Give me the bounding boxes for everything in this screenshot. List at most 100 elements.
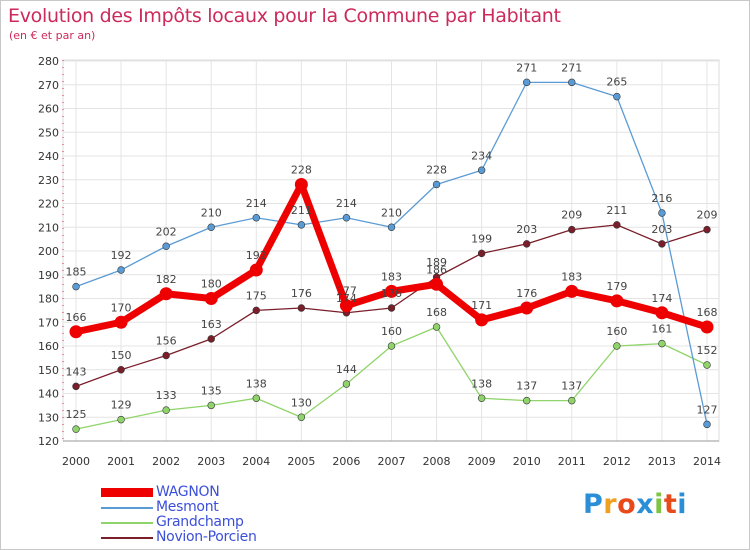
- data-point-wagnon: [430, 277, 444, 291]
- data-label-grandchamp: 137: [561, 380, 582, 393]
- x-tick-label: 2004: [242, 455, 270, 468]
- data-point-grandchamp: [207, 401, 215, 410]
- data-point-grandchamp: [658, 339, 666, 348]
- data-point-mesmont: [568, 78, 576, 87]
- data-label-novion-porcien: 150: [111, 349, 132, 362]
- data-point-grandchamp: [568, 396, 576, 405]
- data-point-novion-porcien: [613, 221, 621, 229]
- data-label-grandchamp: 125: [66, 408, 87, 421]
- data-label-grandchamp: 133: [156, 389, 177, 402]
- y-tick-label: 250: [38, 126, 59, 139]
- data-point-wagnon: [700, 320, 714, 334]
- data-label-grandchamp: 161: [651, 323, 672, 336]
- data-label-novion-porcien: 203: [516, 223, 537, 236]
- data-label-mesmont: 271: [516, 61, 537, 74]
- logo-letter: P: [583, 489, 604, 520]
- data-label-wagnon: 183: [561, 270, 582, 283]
- legend-label-mesmont: Mesmont: [156, 499, 219, 515]
- data-point-grandchamp: [432, 323, 441, 331]
- legend-label-novion-porcien: Novion-Porcien: [156, 529, 257, 545]
- data-point-grandchamp: [297, 413, 306, 421]
- y-tick-label: 140: [38, 388, 59, 401]
- data-label-wagnon: 180: [201, 278, 222, 291]
- data-point-grandchamp: [252, 394, 260, 402]
- data-label-grandchamp: 152: [697, 344, 718, 357]
- data-point-mesmont: [252, 214, 260, 222]
- data-point-grandchamp: [477, 394, 486, 402]
- data-point-mesmont: [207, 223, 215, 231]
- legend-swatch-mesmont: [101, 507, 153, 509]
- data-label-grandchamp: 138: [471, 377, 492, 390]
- data-label-wagnon: 174: [651, 292, 672, 305]
- data-label-grandchamp: 144: [336, 363, 357, 376]
- data-point-mesmont: [523, 78, 531, 87]
- legend-label-grandchamp: Grandchamp: [156, 514, 244, 530]
- x-tick-label: 2014: [693, 455, 721, 468]
- data-label-mesmont: 216: [651, 192, 672, 205]
- data-label-novion-porcien: 174: [336, 292, 357, 305]
- data-point-wagnon: [204, 292, 218, 305]
- legend-swatch-grandchamp: [101, 522, 153, 524]
- data-point-mesmont: [613, 92, 621, 101]
- data-label-mesmont: 192: [111, 249, 132, 262]
- data-label-grandchamp: 135: [201, 384, 222, 397]
- data-label-mesmont: 211: [291, 204, 312, 217]
- x-tick-label: 2003: [197, 455, 225, 468]
- y-tick-label: 200: [38, 245, 59, 258]
- data-point-grandchamp: [117, 415, 125, 424]
- x-tick-label: 2012: [603, 455, 631, 468]
- data-point-wagnon: [520, 301, 534, 315]
- data-point-novion-porcien: [207, 335, 215, 343]
- data-label-mesmont: 185: [66, 266, 87, 279]
- data-point-mesmont: [72, 282, 80, 291]
- data-point-wagnon: [610, 294, 624, 308]
- data-point-mesmont: [387, 223, 396, 231]
- y-tick-label: 120: [38, 435, 59, 448]
- x-tick-label: 2009: [468, 455, 496, 468]
- y-tick-label: 130: [38, 411, 59, 424]
- y-tick-label: 170: [38, 316, 59, 329]
- data-label-mesmont: 228: [426, 164, 447, 177]
- data-label-grandchamp: 160: [381, 325, 402, 338]
- data-point-wagnon: [114, 315, 128, 329]
- data-label-wagnon: 176: [516, 287, 537, 300]
- data-label-novion-porcien: 143: [66, 365, 87, 378]
- data-point-novion-porcien: [477, 249, 486, 258]
- data-label-mesmont: 214: [246, 197, 267, 210]
- data-point-wagnon: [69, 325, 83, 339]
- x-tick-label: 2007: [378, 455, 406, 468]
- data-point-novion-porcien: [297, 304, 306, 312]
- data-point-novion-porcien: [72, 382, 80, 391]
- data-point-wagnon: [249, 263, 263, 277]
- proxiti-logo: Proxiti: [583, 489, 687, 520]
- data-point-wagnon: [475, 313, 489, 327]
- data-label-novion-porcien: 209: [561, 209, 582, 222]
- logo-letter: i: [677, 489, 688, 520]
- data-point-grandchamp: [613, 342, 621, 350]
- data-label-grandchamp: 137: [516, 380, 537, 393]
- data-point-mesmont: [432, 180, 441, 189]
- data-label-novion-porcien: 163: [201, 318, 222, 331]
- data-point-grandchamp: [523, 396, 531, 405]
- data-point-grandchamp: [162, 406, 170, 414]
- logo-letter: i: [654, 489, 664, 520]
- data-point-novion-porcien: [523, 240, 531, 248]
- x-tick-label: 2010: [513, 455, 541, 468]
- data-label-wagnon: 192: [246, 249, 267, 262]
- data-point-novion-porcien: [117, 366, 125, 374]
- data-label-grandchamp: 168: [426, 306, 447, 319]
- data-label-novion-porcien: 199: [471, 232, 492, 245]
- data-label-novion-porcien: 203: [651, 223, 672, 236]
- x-tick-label: 2002: [152, 455, 180, 468]
- logo-letter: x: [636, 489, 655, 520]
- data-label-mesmont: 202: [156, 225, 177, 238]
- data-label-grandchamp: 138: [246, 377, 267, 390]
- data-label-grandchamp: 130: [291, 396, 312, 409]
- data-point-novion-porcien: [162, 351, 170, 360]
- x-tick-label: 2013: [648, 455, 676, 468]
- data-label-novion-porcien: 156: [156, 335, 177, 348]
- data-label-wagnon: 183: [381, 270, 402, 283]
- data-point-mesmont: [477, 166, 486, 174]
- x-tick-label: 2005: [287, 455, 315, 468]
- data-point-mesmont: [297, 221, 306, 229]
